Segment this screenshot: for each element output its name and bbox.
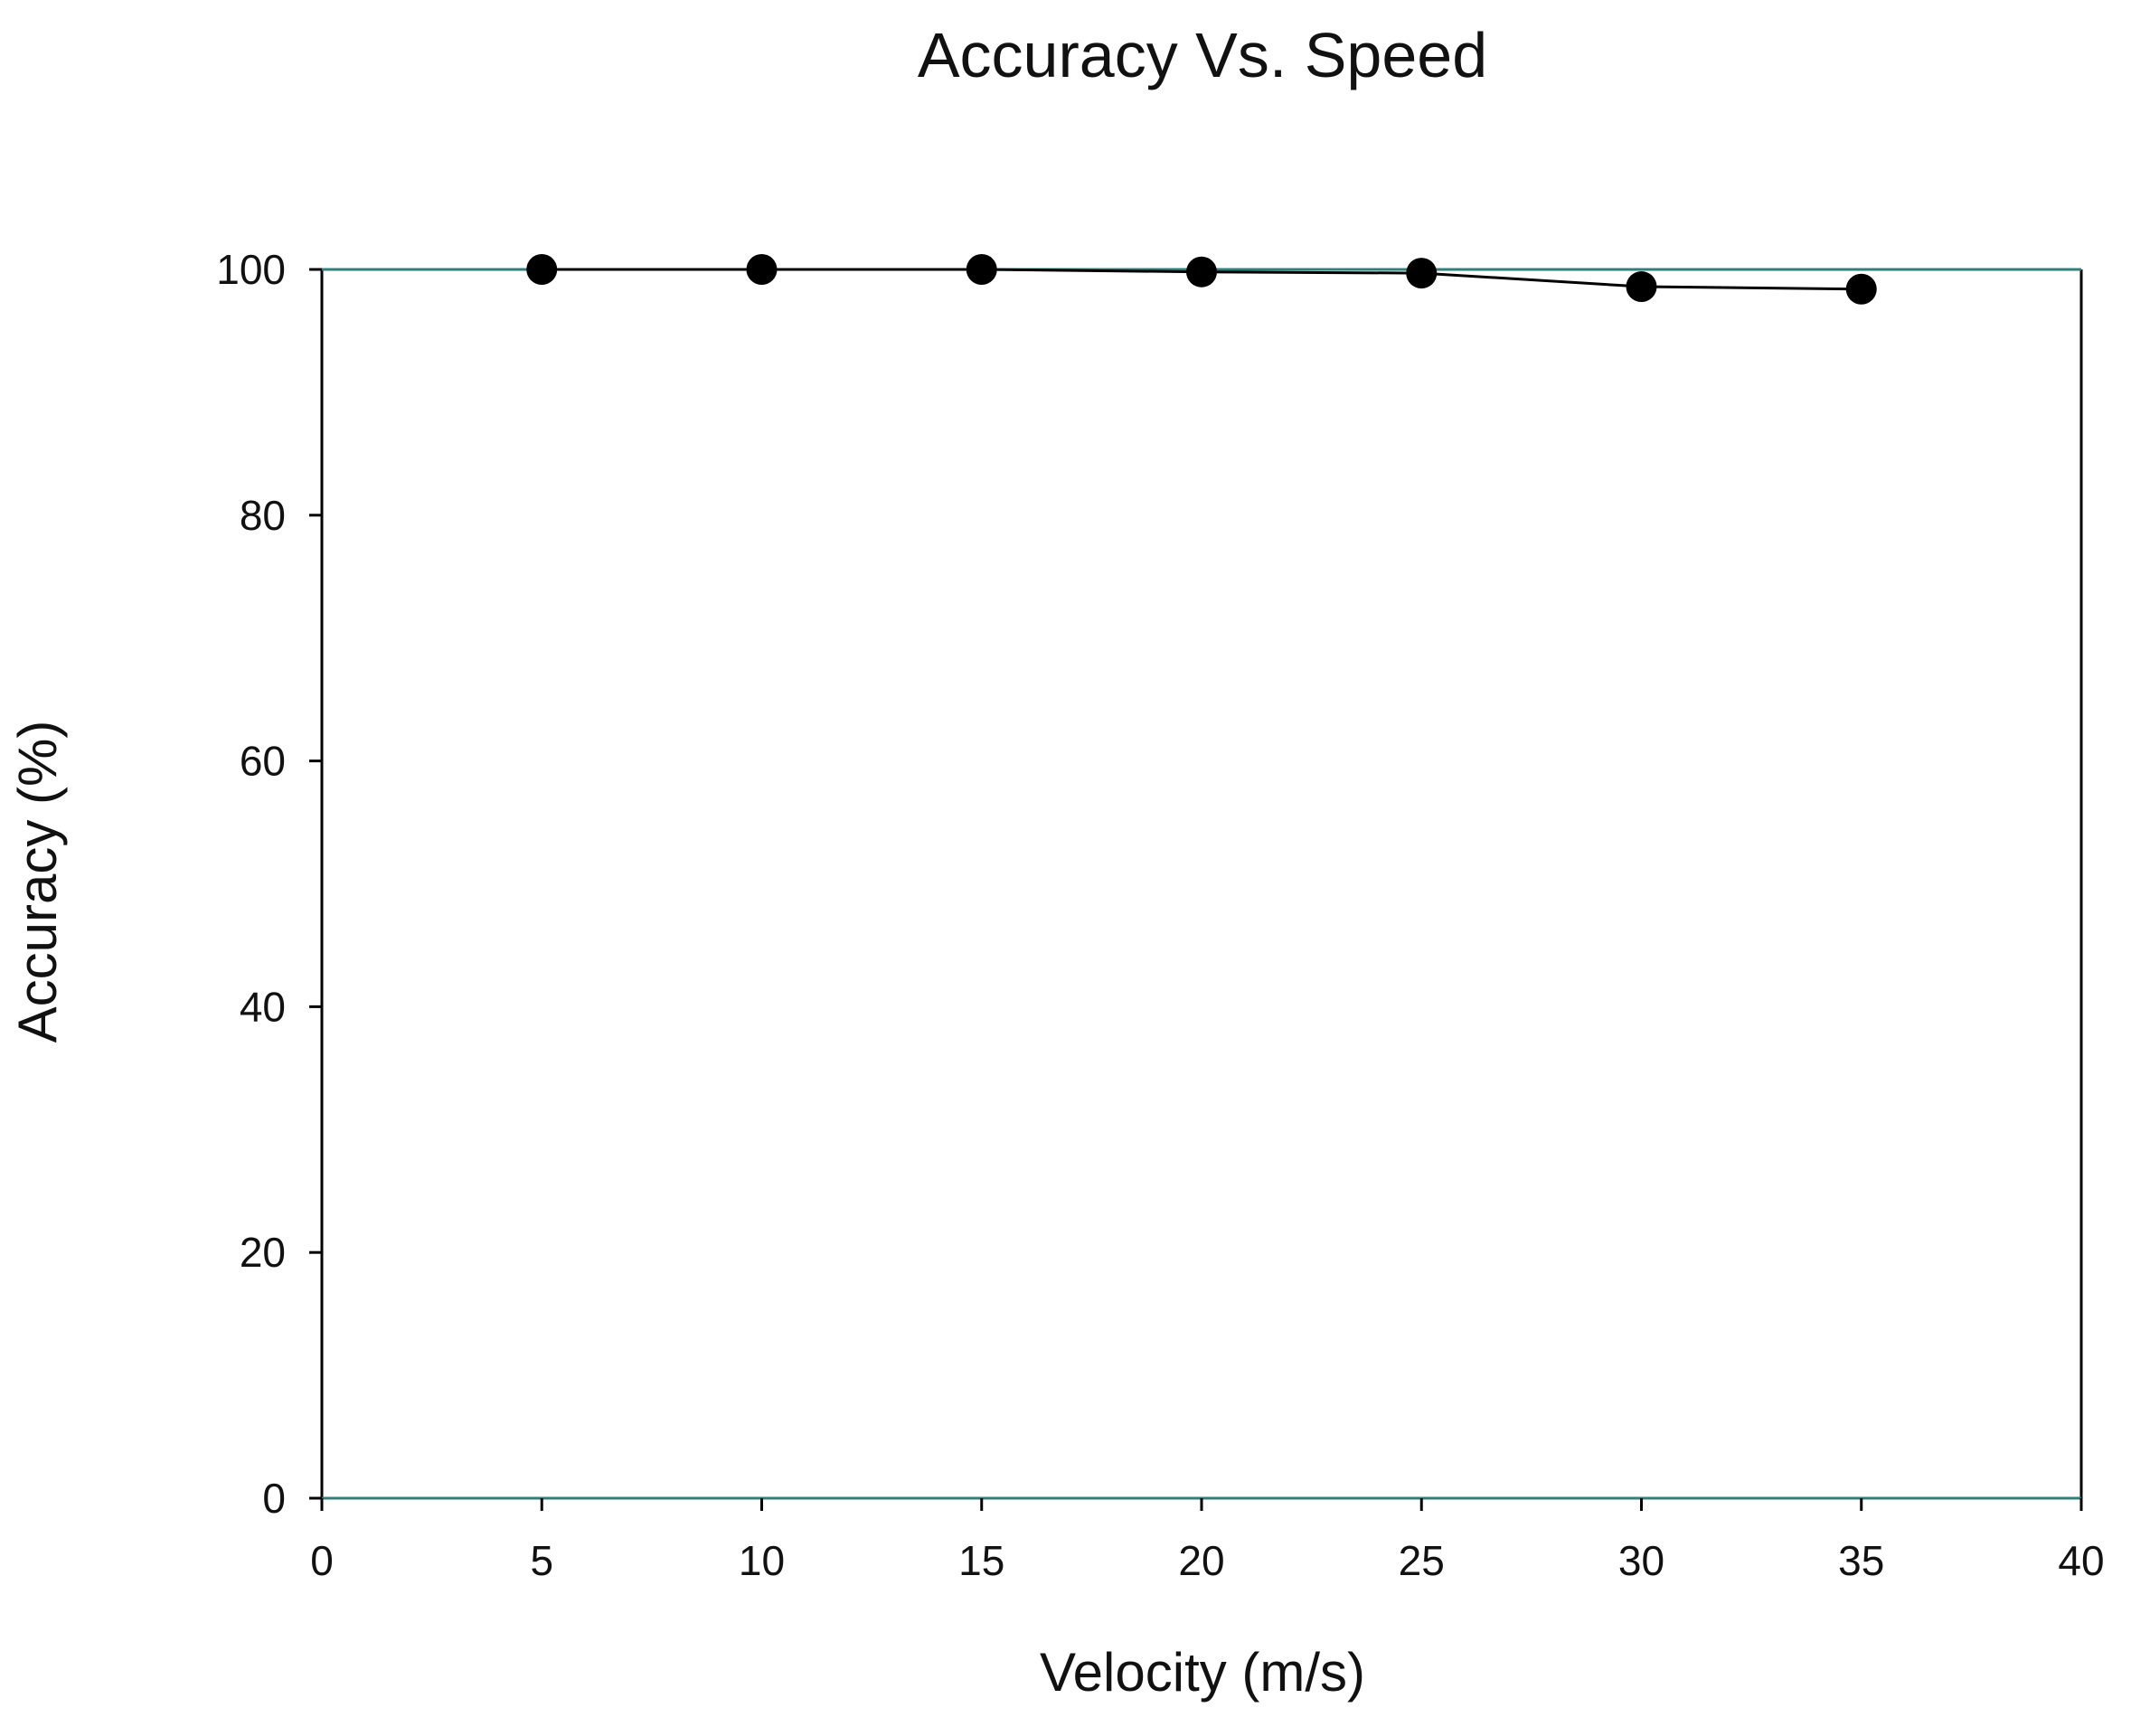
- x-axis-ticks: 0 5 10 15 20 25 30 35 40: [310, 1498, 2105, 1584]
- y-axis-ticks: 0 20 40 60 80 100: [216, 246, 322, 1522]
- x-tick-label: 40: [2058, 1537, 2104, 1584]
- series-layer: [526, 254, 1877, 305]
- data-point: [1186, 256, 1217, 288]
- chart-title: Accuracy Vs. Speed: [918, 20, 1487, 90]
- data-point: [1406, 258, 1438, 289]
- y-tick-label: 60: [240, 738, 286, 785]
- x-tick-label: 25: [1399, 1537, 1445, 1584]
- x-tick-label: 5: [530, 1537, 553, 1584]
- data-point: [1626, 271, 1657, 303]
- x-tick-label: 35: [1838, 1537, 1884, 1584]
- y-tick-label: 100: [216, 246, 286, 293]
- y-tick-label: 0: [262, 1475, 286, 1522]
- x-axis-title: Velocity (m/s): [1040, 1642, 1365, 1703]
- x-tick-label: 30: [1618, 1537, 1664, 1584]
- y-axis-title: Accuracy (%): [7, 721, 68, 1043]
- reference-lines: [322, 268, 2081, 1500]
- x-tick-label: 20: [1178, 1537, 1224, 1584]
- data-point: [966, 254, 997, 285]
- x-tick-label: 0: [310, 1537, 334, 1584]
- data-point: [746, 254, 778, 285]
- data-point: [526, 254, 558, 285]
- x-tick-label: 15: [958, 1537, 1004, 1584]
- y-tick-label: 20: [240, 1229, 286, 1276]
- y-tick-label: 40: [240, 983, 286, 1030]
- x-tick-label: 10: [739, 1537, 785, 1584]
- plot-frame: [320, 269, 2083, 1498]
- data-point: [1845, 273, 1877, 305]
- y-tick-label: 80: [240, 492, 286, 539]
